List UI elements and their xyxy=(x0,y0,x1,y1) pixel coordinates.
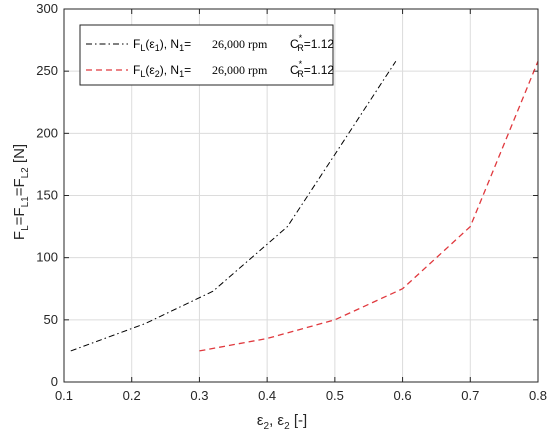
legend-rpm-series-1: 26,000 rpm xyxy=(212,37,268,51)
legend: FL(ε1), N1= 26,000 rpm C* R=1.12 FL(ε2), … xyxy=(79,24,334,86)
x-tick-label: 0.4 xyxy=(258,388,276,403)
x-tick-label: 0.6 xyxy=(394,388,412,403)
tick-labels: 0.1 0.2 0.3 0.4 0.5 0.6 0.7 0.8 0 50 100 150 200 250 3… xyxy=(36,1,547,403)
y-tick-label: 0 xyxy=(51,374,58,389)
legend-label-series-1: FL(ε1), N1= xyxy=(133,37,191,53)
x-tick-label: 0.7 xyxy=(461,388,479,403)
x-tick-label: 0.1 xyxy=(55,388,73,403)
x-axis-title: ε2, ε2 [-] xyxy=(257,412,307,432)
x-tick-label: 0.8 xyxy=(529,388,547,403)
legend-rpm-series-2: 26,000 rpm xyxy=(212,63,268,77)
y-tick-label: 300 xyxy=(36,1,58,16)
y-tick-label: 150 xyxy=(36,188,58,203)
series-line-2 xyxy=(199,60,539,352)
legend-label-series-2: FL(ε2), N1= xyxy=(133,63,191,79)
legend-cr-series-1: C* R=1.12 xyxy=(290,33,334,53)
y-tick-label: 250 xyxy=(36,63,58,78)
series-layer xyxy=(70,60,539,352)
series-line-1 xyxy=(70,60,397,352)
legend-cr-series-2: C* R=1.12 xyxy=(290,59,334,79)
y-tick-label: 50 xyxy=(44,312,58,327)
plot-frame xyxy=(63,8,539,383)
legend-box xyxy=(79,24,334,86)
x-tick-label: 0.2 xyxy=(123,388,141,403)
x-tick-label: 0.3 xyxy=(190,388,208,403)
x-tick-label: 0.5 xyxy=(326,388,344,403)
y-axis-title: FL=FL1=FL2 [N] xyxy=(11,144,31,240)
y-tick-label: 200 xyxy=(36,125,58,140)
y-tick-label: 100 xyxy=(36,250,58,265)
